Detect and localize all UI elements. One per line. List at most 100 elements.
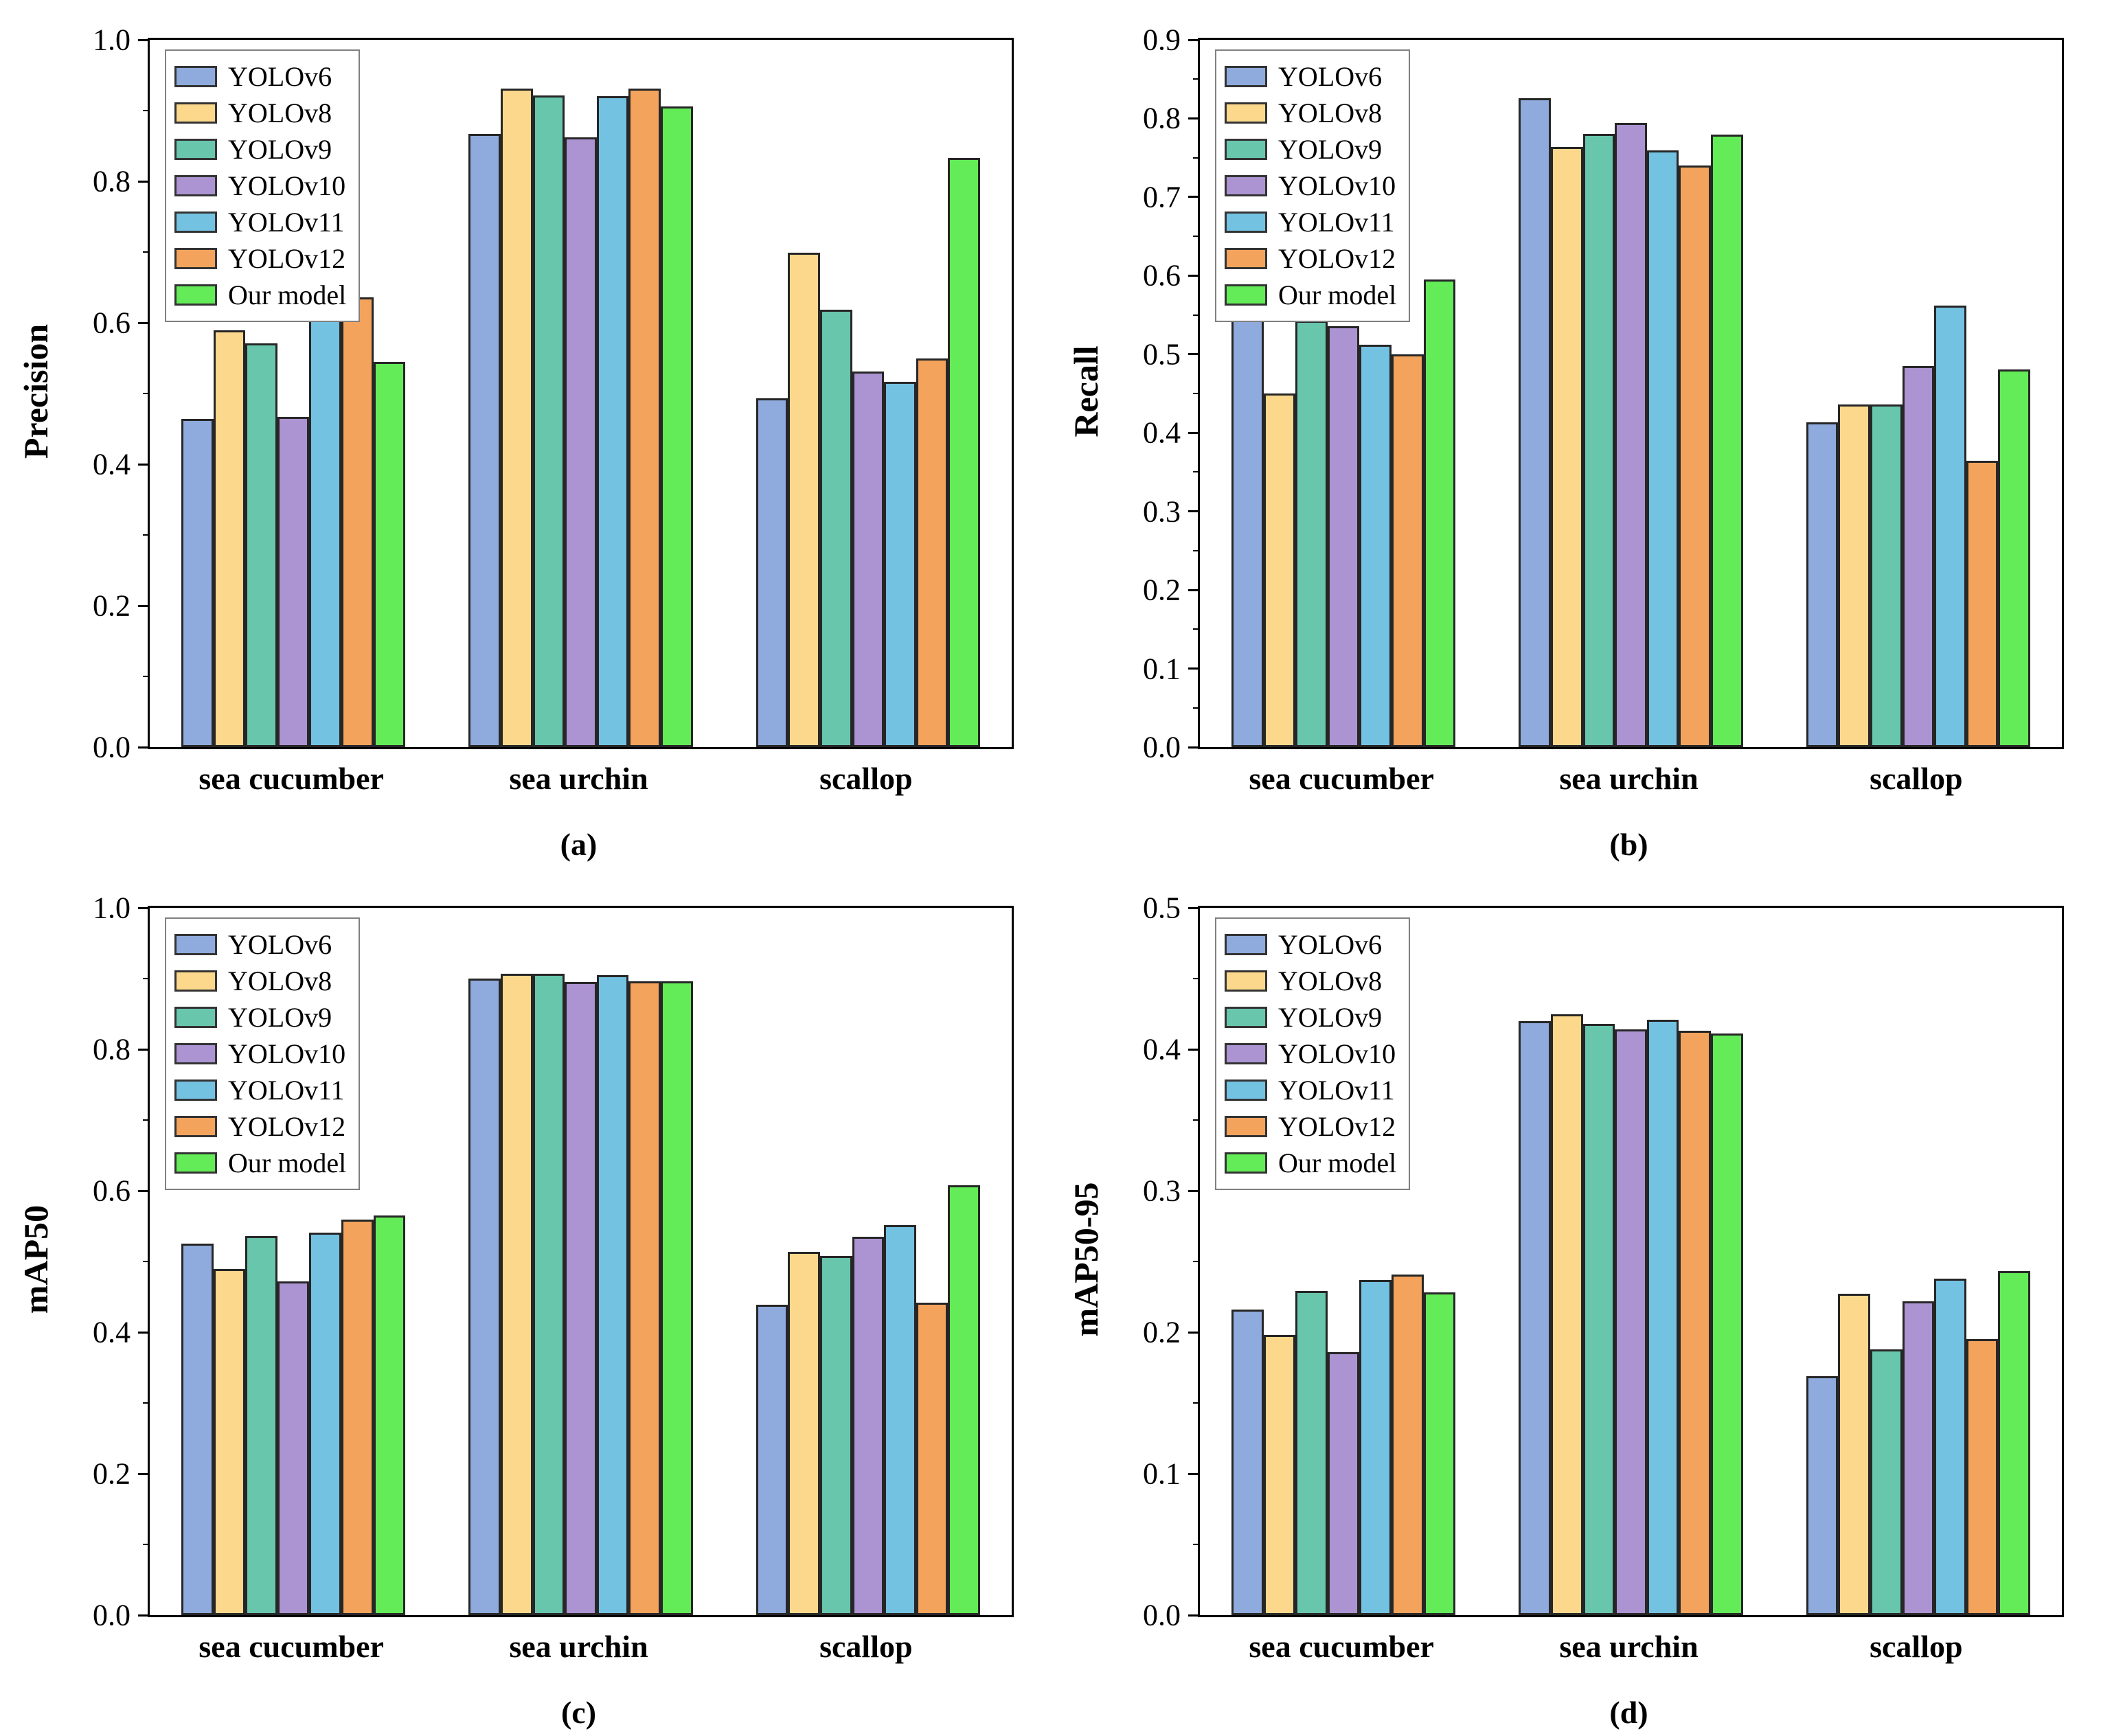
- bar-yolov11-scallop: [1934, 305, 1966, 747]
- y-axis-major-tick: [138, 180, 150, 183]
- legend-item: YOLOv8: [174, 97, 346, 129]
- y-axis-minor-tick: [143, 1402, 150, 1404]
- bar-yolov12-scallop: [916, 358, 949, 747]
- bar-our-model-sea-cucumber: [373, 1215, 406, 1615]
- legend: YOLOv6 YOLOv8 YOLOv9 YOLOv10 YOLOv11 YOLOv12 O…: [165, 917, 361, 1190]
- bar-yolov11-scallop: [884, 381, 916, 747]
- y-axis-minor-tick: [143, 251, 150, 253]
- bar-yolov10-sea-cucumber: [277, 417, 310, 747]
- bar-yolov6-sea-cucumber: [1231, 287, 1264, 747]
- legend-color-swatch: [1225, 1152, 1267, 1174]
- legend-item: YOLOv12: [174, 242, 346, 275]
- bar-yolov8-sea-cucumber: [1263, 393, 1296, 747]
- bar-yolov12-scallop: [916, 1302, 949, 1615]
- legend-color-swatch: [1225, 1043, 1267, 1064]
- bar-yolov11-sea-cucumber: [309, 291, 342, 747]
- bar-yolov12-sea-cucumber: [1392, 1274, 1424, 1615]
- legend-item: YOLOv10: [1225, 170, 1396, 202]
- legend-label: Our model: [1278, 279, 1397, 310]
- plot-area: 0.0 0.2 0.4 0.6 0.8 1.0 YOLOv6 YOLOv8 YOLOv9 YOLO…: [93, 891, 1014, 1632]
- y-axis-major-tick: [1188, 906, 1200, 909]
- bar-yolov8-scallop: [1838, 404, 1870, 747]
- legend-label: YOLOv9: [1278, 134, 1383, 165]
- y-axis-tick-label: 0.4: [1143, 415, 1181, 450]
- bar-yolov10-sea-cucumber: [1327, 326, 1360, 747]
- bar-yolov9-sea-urchin: [532, 95, 565, 747]
- x-category-label: sea cucumber: [198, 761, 384, 796]
- legend-label: YOLOv9: [228, 1002, 332, 1033]
- legend-label: YOLOv12: [1278, 243, 1396, 274]
- legend-label: YOLOv10: [228, 170, 346, 201]
- y-axis-major-tick: [138, 1189, 150, 1192]
- legend-color-swatch: [1225, 248, 1267, 269]
- legend-color-swatch: [174, 66, 217, 87]
- legend-item: YOLOv8: [174, 965, 346, 997]
- y-axis-minor-tick: [1193, 236, 1200, 238]
- y-axis-minor-tick: [1193, 471, 1200, 473]
- subplot-caption: (b): [1609, 827, 1648, 862]
- y-axis-tick-label: 0.3: [1143, 1174, 1181, 1208]
- y-axis-major-tick: [138, 1331, 150, 1334]
- y-axis-tick-label: 0.0: [93, 1598, 130, 1632]
- legend-item: Our model: [174, 1147, 346, 1179]
- legend-color-swatch: [174, 1080, 217, 1101]
- bar-our-model-sea-urchin: [661, 106, 693, 747]
- y-axis-tick-label: 0.9: [1143, 23, 1181, 57]
- subplot-c: 0.0 0.2 0.4 0.6 0.8 1.0 YOLOv6 YOLOv8 YOLOv9 YOLO…: [0, 868, 1050, 1736]
- bar-yolov8-sea-cucumber: [213, 330, 246, 747]
- bar-yolov10-sea-urchin: [565, 982, 597, 1615]
- bar-yolov12-sea-cucumber: [1392, 354, 1424, 747]
- y-axis-tick-label: 0.4: [93, 1315, 130, 1349]
- bar-yolov11-sea-urchin: [1646, 150, 1679, 747]
- plot-area: 0.0 0.2 0.4 0.6 0.8 1.0 YOLOv6 YOLOv8 YOLOv9 YOLO…: [93, 23, 1014, 764]
- bar-yolov6-sea-cucumber: [181, 419, 214, 747]
- bar-yolov9-sea-cucumber: [245, 1235, 277, 1615]
- y-axis-major-tick: [1188, 38, 1200, 41]
- legend-color-swatch: [174, 1152, 217, 1174]
- legend-color-swatch: [174, 934, 217, 955]
- bar-yolov12-sea-urchin: [1679, 165, 1712, 747]
- bar-yolov6-sea-urchin: [1519, 98, 1551, 747]
- legend-color-swatch: [1225, 139, 1267, 160]
- bar-yolov9-sea-urchin: [1582, 134, 1615, 747]
- y-axis-major-tick: [1188, 589, 1200, 591]
- y-axis-tick-label: 0.8: [93, 164, 130, 198]
- bar-yolov6-scallop: [756, 398, 788, 747]
- y-axis-minor-tick: [1193, 157, 1200, 159]
- y-axis-minor-tick: [143, 978, 150, 979]
- y-axis-major-tick: [1188, 746, 1200, 749]
- bar-yolov6-sea-cucumber: [181, 1244, 214, 1615]
- y-axis-minor-tick: [1193, 393, 1200, 394]
- y-axis-tick-label: 0.2: [1143, 573, 1181, 607]
- y-axis-minor-tick: [1193, 314, 1200, 316]
- legend-item: YOLOv11: [174, 1074, 346, 1106]
- bar-yolov8-sea-urchin: [1550, 1014, 1583, 1615]
- legend-item: YOLOv10: [174, 1038, 346, 1070]
- bar-yolov8-sea-urchin: [500, 973, 533, 1615]
- legend-label: YOLOv6: [1278, 61, 1383, 92]
- bar-yolov12-scallop: [1966, 461, 1999, 747]
- y-axis-minor-tick: [1193, 1544, 1200, 1545]
- legend-color-swatch: [174, 212, 217, 233]
- bar-yolov10-scallop: [1902, 365, 1935, 747]
- y-axis-major-tick: [138, 604, 150, 607]
- legend: YOLOv6 YOLOv8 YOLOv9 YOLOv10 YOLOv11 YOLOv12 O…: [1215, 49, 1411, 322]
- legend-color-swatch: [1225, 1080, 1267, 1101]
- y-axis-tick-label: 0.6: [93, 306, 130, 340]
- y-axis-minor-tick: [143, 1119, 150, 1121]
- legend-item: YOLOv11: [1225, 1074, 1396, 1106]
- y-axis-tick-label: 1.0: [93, 23, 130, 57]
- bar-our-model-sea-urchin: [661, 981, 693, 1615]
- legend-color-swatch: [1225, 175, 1267, 196]
- legend-color-swatch: [174, 1043, 217, 1064]
- legend-label: YOLOv8: [228, 966, 332, 996]
- bar-yolov10-scallop: [852, 372, 885, 747]
- bar-our-model-sea-cucumber: [1423, 279, 1456, 747]
- bar-yolov11-sea-cucumber: [309, 1232, 342, 1615]
- y-axis-tick-label: 0.8: [1143, 101, 1181, 135]
- x-category-label: sea cucumber: [1249, 1629, 1434, 1664]
- legend-color-swatch: [1225, 934, 1267, 955]
- x-category-label: scallop: [1870, 761, 1963, 796]
- y-axis-tick-label: 0.0: [1143, 1598, 1181, 1632]
